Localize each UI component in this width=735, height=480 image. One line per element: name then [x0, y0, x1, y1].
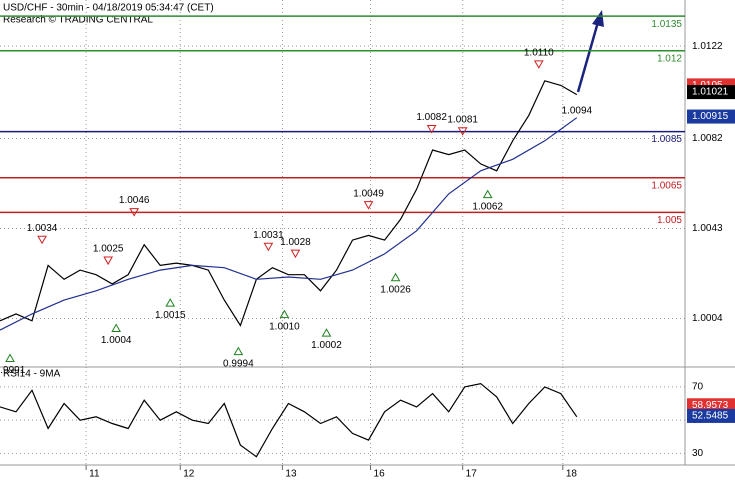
y-tick-label: 1.0004: [692, 313, 723, 324]
low-marker: [233, 346, 244, 356]
low-marker: [321, 328, 332, 337]
annotation-label: 1.0034: [27, 223, 58, 234]
x-tick-label: 16: [374, 469, 386, 480]
annotation-label: 1.0002: [311, 340, 342, 351]
x-tick-label: 12: [183, 469, 195, 480]
y-tick-label: 1.0122: [692, 41, 723, 52]
high-marker: [426, 124, 437, 134]
level-label: 1.005: [657, 215, 682, 226]
low-marker: [165, 298, 176, 307]
annotation-label: 1.0082: [416, 112, 447, 123]
low-marker: [279, 309, 290, 319]
high-marker: [290, 249, 301, 259]
annotation-label: 0.9994: [223, 358, 254, 369]
annotation-label: 0.9991: [0, 365, 26, 376]
low-marker: [482, 189, 493, 199]
annotation-label: 1.0062: [472, 201, 503, 212]
price-box: [687, 398, 735, 413]
price-line: [0, 382, 578, 458]
high-marker: [263, 242, 274, 252]
level-label: 1.0065: [651, 180, 682, 191]
y-tick-label: 1.0082: [692, 133, 723, 144]
price-box-label: 1.01021: [692, 87, 729, 98]
x-tick-label: 13: [285, 469, 297, 480]
annotation-label: 1.0081: [447, 114, 478, 125]
high-marker: [103, 256, 114, 266]
low-marker: [390, 272, 401, 282]
high-marker: [363, 201, 374, 210]
y-tick-label: 70: [692, 382, 704, 393]
price-box: [687, 85, 735, 100]
level-label: 1.0085: [651, 134, 682, 145]
price-box-label: 58.9573: [692, 400, 729, 411]
level-label: 1.0135: [651, 19, 682, 30]
annotation-label: 1.0031: [253, 230, 284, 241]
level-label: 1.012: [657, 53, 682, 64]
annotation-label: 1.0026: [380, 284, 411, 295]
x-tick-label: 11: [89, 469, 100, 480]
annotation-label: 1.0015: [155, 310, 186, 321]
projection-arrow: [576, 21, 600, 93]
chart-title: USD/CHF - 30min - 04/18/2019 05:34:47 (C…: [3, 3, 214, 14]
x-tick-label: 17: [466, 469, 478, 480]
annotation-label: 1.0028: [280, 237, 311, 248]
x-tick-label: 18: [566, 469, 578, 480]
annotation-label: 1.0046: [119, 195, 150, 206]
high-marker: [457, 127, 468, 136]
annotation-label: 1.0004: [101, 335, 132, 346]
y-tick-label: 1.0043: [692, 223, 723, 234]
y-tick-label: 30: [692, 448, 704, 459]
chart-subtitle: Research © TRADING CENTRAL: [3, 15, 153, 26]
annotation-label: 1.0025: [93, 244, 124, 255]
annotation-label: 1.0049: [353, 188, 384, 199]
price-box: [687, 408, 735, 423]
panel-title: RSI14 - 9MA: [3, 369, 61, 380]
low-marker: [5, 353, 15, 363]
price-box-label: 1.00915: [692, 111, 729, 122]
arrow-head: [592, 10, 604, 27]
price-line: [0, 80, 578, 327]
price-box: [687, 109, 735, 124]
annotation-label: 1.0094: [562, 105, 593, 116]
high-marker: [533, 60, 544, 69]
annotation-label: 1.0010: [269, 321, 300, 332]
price-line: [0, 117, 578, 331]
low-marker: [111, 323, 122, 333]
price-box-label: 52.5485: [692, 411, 729, 422]
high-marker: [37, 235, 47, 245]
high-marker: [129, 208, 140, 217]
annotation-label: 1.0110: [524, 48, 554, 59]
